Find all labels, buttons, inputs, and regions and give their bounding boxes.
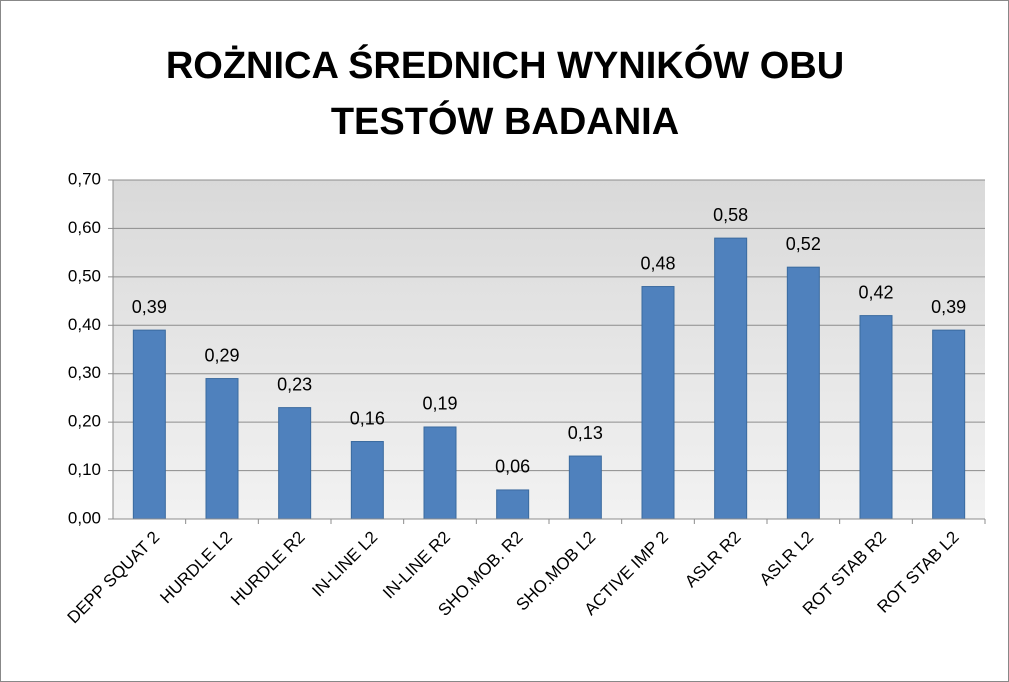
y-tick-label: 0,70 [68,169,101,188]
data-label: 0,58 [713,205,748,225]
y-tick-label: 0,00 [68,508,101,527]
y-tick-label: 0,60 [68,218,101,237]
bar [423,426,457,520]
y-tick-label: 0,10 [68,460,101,479]
data-label: 0,13 [568,423,603,443]
data-label: 0,52 [786,234,821,254]
bar [278,407,312,520]
data-label: 0,48 [640,253,675,273]
bar [205,378,239,520]
chart-title: ROŻNICA ŚREDNICH WYNIKÓW OBU TESTÓW BADA… [165,45,845,143]
data-label: 0,29 [204,345,239,365]
y-tick-label: 0,40 [68,315,101,334]
bar [714,237,748,520]
bar [132,329,166,520]
x-tick-label: IN-LINE L2 [308,528,381,601]
data-label: 0,39 [931,297,966,317]
data-label: 0,42 [858,282,893,302]
x-tick-label: ASLR L2 [756,528,818,590]
data-label: 0,19 [422,394,457,414]
y-tick-label: 0,20 [68,412,101,431]
bar [496,489,530,520]
bar [350,441,384,520]
plot-area [113,180,985,519]
data-label: 0,39 [132,297,167,317]
x-tick-label: HURDLE R2 [227,528,309,610]
bar [859,315,893,520]
x-tick-label: HURDLE L2 [156,528,236,608]
bar [932,329,966,520]
x-tick-label: DEPP SQUAT 2 [64,528,164,628]
x-tick-label: ASLR R2 [681,528,745,592]
y-tick-label: 0,50 [68,266,101,285]
y-tick-label: 0,30 [68,363,101,382]
data-label: 0,16 [350,408,385,428]
bar [641,286,675,520]
bar [568,455,602,520]
data-label: 0,06 [495,457,530,477]
bar [786,266,820,520]
x-tick-label: IN-LINE R2 [379,528,454,603]
data-label: 0,23 [277,374,312,394]
